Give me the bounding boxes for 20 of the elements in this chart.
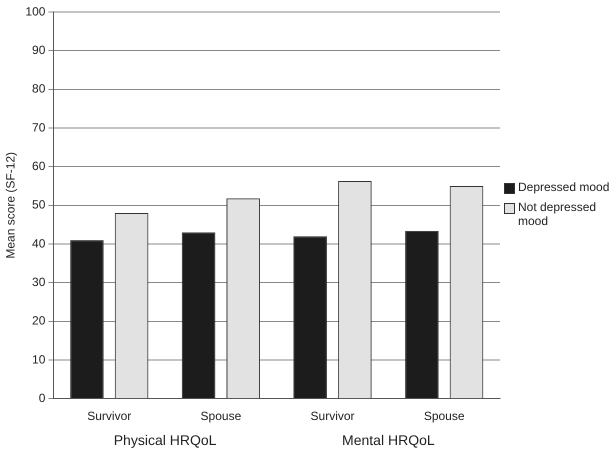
text: Mental HRQoL [342, 432, 435, 448]
y-tick-label: 20 [32, 314, 46, 328]
y-tick-label: 70 [32, 120, 46, 134]
legend-label: Not depressed mood [518, 200, 598, 228]
y-tick-label: 0 [38, 390, 46, 405]
y-tick-label: 100 [25, 4, 46, 18]
y-tick-label: 50 [32, 198, 46, 212]
x-tick-label: Spouse [424, 409, 465, 424]
x-tick-label: Survivor [87, 409, 132, 424]
y-tick-label: 80 [32, 82, 46, 96]
y-tick-label: 40 [32, 236, 46, 250]
y-tick-label: 30 [32, 274, 46, 289]
x-tick-label: Survivor [310, 409, 355, 424]
y-tick-label: 90 [32, 42, 46, 57]
legend-label: Depressed mood [518, 180, 610, 194]
x-tick-label: Spouse [200, 409, 242, 424]
text: Physical HRQoL [114, 432, 217, 448]
y-tick-label: 60 [32, 158, 46, 173]
y-axis-title: Mean score (SF-12) [4, 152, 18, 259]
y-tick-label: 10 [32, 352, 46, 366]
